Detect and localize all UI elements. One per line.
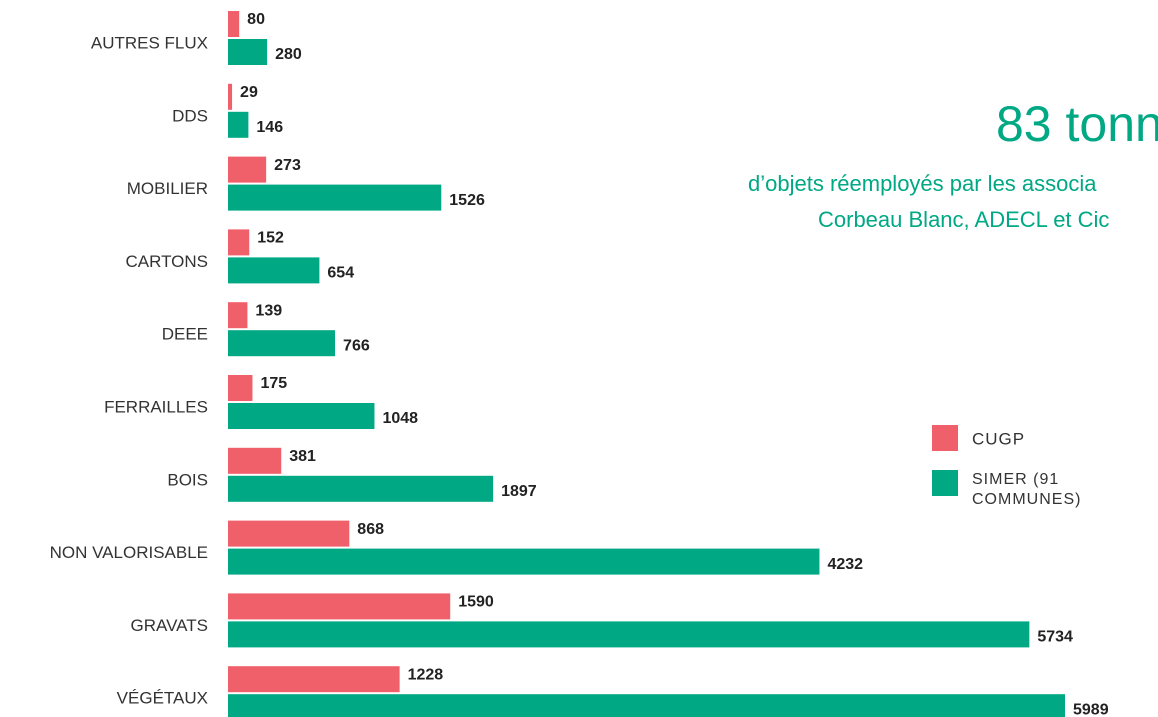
category-label: VÉGÉTAUX — [117, 689, 208, 708]
value-label: 175 — [260, 375, 287, 392]
value-label: 1590 — [458, 594, 494, 611]
subtitle: d’objets réemployés par les associa — [748, 171, 1097, 196]
legend-label: CUGP — [972, 429, 1025, 448]
bar — [228, 257, 320, 284]
bar — [228, 302, 248, 329]
bar — [228, 184, 442, 211]
bar — [228, 666, 400, 693]
bar — [228, 83, 233, 110]
bar — [228, 330, 336, 357]
bar — [228, 229, 250, 256]
value-label: 381 — [289, 448, 316, 465]
bar — [228, 11, 240, 37]
category-label: FERRAILLES — [104, 397, 208, 416]
value-label: 1897 — [501, 483, 537, 500]
category-label: CARTONS — [125, 252, 208, 271]
value-label: 80 — [247, 11, 265, 28]
subtitle: Corbeau Blanc, ADECL et Cic — [818, 207, 1109, 232]
value-label: 5734 — [1037, 629, 1073, 646]
bar — [228, 621, 1030, 648]
value-label: 139 — [255, 302, 282, 319]
value-label: 273 — [274, 157, 301, 174]
bar — [228, 694, 1065, 717]
bar — [228, 593, 451, 620]
category-label: DEEE — [162, 325, 208, 344]
legend-swatch — [932, 470, 958, 496]
category-label: MOBILIER — [127, 179, 208, 198]
value-label: 280 — [275, 46, 302, 63]
bar — [228, 447, 282, 474]
value-label: 654 — [327, 265, 354, 282]
value-label: 868 — [357, 521, 384, 538]
chart-title: 83 tonn — [996, 96, 1158, 152]
category-label: BOIS — [167, 470, 208, 489]
value-label: 146 — [256, 119, 283, 136]
value-label: 766 — [343, 337, 370, 354]
bar — [228, 39, 268, 65]
value-label: 29 — [240, 84, 258, 101]
bar — [228, 520, 350, 547]
value-label: 5989 — [1073, 701, 1109, 717]
category-label: AUTRES FLUX — [91, 33, 208, 52]
bar — [228, 375, 253, 401]
legend-label: SIMER (91 COMMUNES) — [972, 471, 1082, 508]
value-label: 1048 — [382, 410, 418, 427]
value-label: 1228 — [408, 666, 444, 683]
value-label: 152 — [257, 230, 284, 247]
category-label: NON VALORISABLE — [50, 543, 208, 562]
bar — [228, 403, 375, 429]
value-label: 1526 — [449, 192, 485, 209]
bar — [228, 111, 249, 138]
legend-swatch — [932, 425, 958, 451]
bar — [228, 156, 267, 183]
bar — [228, 475, 494, 502]
value-label: 4232 — [827, 556, 863, 573]
category-label: GRAVATS — [131, 616, 208, 635]
category-label: DDS — [172, 106, 208, 125]
bar — [228, 548, 820, 575]
